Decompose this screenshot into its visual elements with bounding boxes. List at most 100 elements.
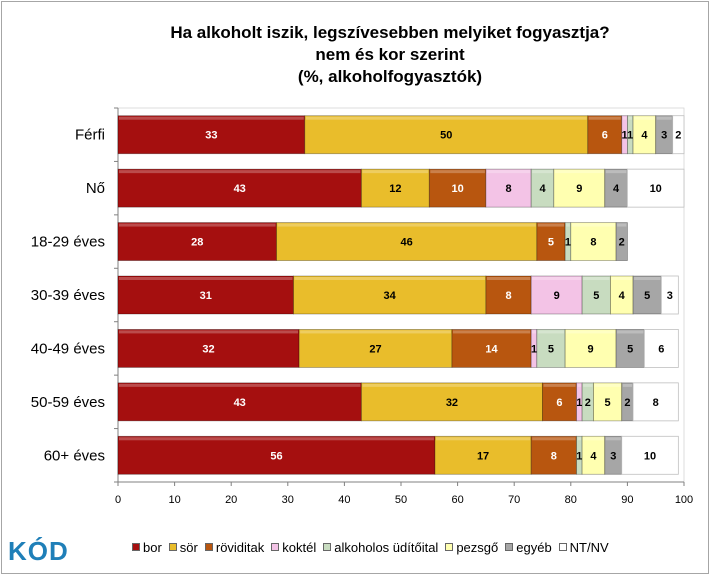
bar-value-label: 17: [477, 450, 489, 462]
bar-value-label: 10: [451, 183, 463, 195]
legend-label: sör: [179, 539, 198, 555]
legend-label: koktél: [282, 539, 317, 555]
bar-highlight: [537, 223, 565, 227]
bar-highlight: [486, 277, 531, 280]
bar-value-label: 4: [590, 450, 597, 462]
bar-highlight: [305, 116, 587, 120]
bar-highlight: [532, 170, 553, 174]
bar-value-label: 1: [565, 237, 571, 249]
bar-value-label: 1: [576, 397, 582, 409]
bar-segment: [117, 435, 436, 475]
bar-value-label: 32: [446, 397, 458, 409]
bar-highlight: [605, 170, 627, 174]
legend-label: alkoholos üdítőital: [334, 539, 439, 555]
bar-value-label: 43: [234, 183, 246, 195]
legend-label: egyéb: [516, 539, 552, 555]
bar-segment: [117, 329, 300, 368]
bar-segment: [627, 168, 685, 208]
bar-highlight: [537, 330, 565, 334]
bar-highlight: [119, 437, 434, 441]
bar-segment: [536, 222, 566, 261]
legend-item: sör: [168, 539, 198, 555]
bar-highlight: [119, 383, 361, 387]
bar-highlight: [119, 223, 276, 227]
bar-segment: [615, 222, 628, 261]
legend-swatch: [505, 543, 514, 551]
bar-segment: [570, 222, 617, 261]
x-tick-label: 40: [338, 494, 350, 506]
bar-value-label: 4: [613, 183, 620, 195]
bar-segment: [117, 222, 277, 261]
bar-highlight: [634, 383, 678, 387]
bar-segment: [360, 382, 543, 422]
bar-value-label: 1: [576, 450, 582, 462]
title-line-3: (%, alkoholfogyasztók): [297, 67, 483, 86]
bar-highlight: [532, 277, 582, 280]
chart-title: Ha alkoholt iszik, legszívesebben melyik…: [0, 22, 712, 88]
bar-value-label: 1: [531, 343, 537, 355]
legend-item: koktél: [271, 540, 316, 555]
bar-segment: [485, 275, 532, 315]
bar-value-label: 56: [270, 450, 282, 462]
legend-item: alkoholos üdítőital: [323, 540, 438, 555]
bar-value-label: 2: [585, 397, 591, 409]
x-tick-label: 60: [451, 494, 463, 506]
bar-value-label: 3: [610, 450, 616, 462]
bar-value-label: 33: [205, 130, 217, 142]
category-label: Férfi: [75, 127, 105, 144]
bar-highlight: [645, 330, 678, 334]
bar-value-label: 9: [576, 183, 582, 195]
bar-value-label: 50: [440, 130, 452, 142]
legend-label: röviditak: [215, 539, 265, 555]
x-tick-label: 30: [282, 494, 294, 506]
bar-highlight: [622, 437, 678, 441]
x-tick-label: 0: [115, 494, 121, 506]
bar-highlight: [628, 170, 683, 174]
bar-highlight: [119, 277, 293, 280]
bar-value-label: 2: [619, 237, 625, 249]
bar-highlight: [430, 170, 485, 174]
bar-value-label: 2: [675, 130, 681, 142]
x-tick-label: 50: [395, 494, 407, 506]
bar-segment: [542, 382, 577, 422]
bar-highlight: [362, 383, 542, 387]
legend-label: pezsgő: [456, 539, 499, 555]
bar-highlight: [617, 330, 644, 334]
legend: bor sör röviditak koktél alkoholos üdítőital…: [132, 538, 616, 556]
legend-item: egyéb: [505, 539, 552, 555]
bar-highlight: [617, 223, 627, 227]
bar-highlight: [594, 383, 621, 387]
category-label: 40-49 éves: [31, 340, 105, 357]
category-label: 18-29 éves: [31, 234, 105, 251]
bar-segment: [621, 435, 679, 475]
legend-swatch: [445, 543, 454, 551]
bar-value-label: 9: [554, 290, 560, 302]
bar-highlight: [435, 437, 531, 441]
bar-segment: [643, 329, 679, 368]
legend-swatch: [204, 543, 213, 551]
bar-segment: [117, 382, 362, 422]
bar-value-label: 4: [539, 183, 546, 195]
bar-highlight: [577, 383, 582, 387]
bar-value-label: 12: [389, 183, 401, 195]
bar-segment: [581, 275, 611, 315]
kod-logo: KÓD: [8, 536, 69, 566]
bar-segment: [536, 329, 566, 368]
bar-value-label: 10: [644, 450, 656, 462]
bar-highlight: [577, 437, 582, 441]
bar-value-label: 8: [551, 450, 557, 462]
bar-highlight: [119, 170, 361, 174]
bar-value-label: 1: [627, 130, 633, 142]
bar-value-label: 5: [644, 290, 650, 302]
category-label: 30-39 éves: [31, 287, 105, 304]
category-label: Nő: [86, 180, 105, 197]
legend-swatch: [168, 543, 177, 551]
bar-value-label: 32: [202, 343, 214, 355]
legend-swatch: [271, 543, 280, 551]
bar-segment: [304, 115, 589, 155]
bar-value-label: 10: [650, 183, 662, 195]
bar-value-label: 3: [667, 290, 673, 302]
legend-swatch: [132, 543, 140, 551]
bar-highlight: [362, 170, 429, 174]
bar-segment: [117, 168, 362, 208]
